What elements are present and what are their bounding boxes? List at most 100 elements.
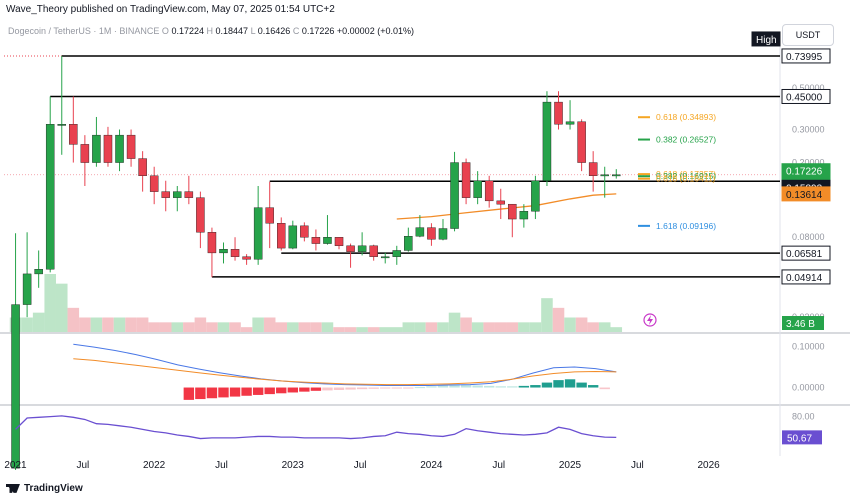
candle-body [277,223,286,249]
macd-histogram-bar [195,387,206,400]
tradingview-logo-icon [6,483,20,493]
candle-body [288,225,298,249]
price-tag-label: 0.04914 [786,273,823,284]
fib-level-label: 0.618 (0.16411) [656,174,716,184]
macd-histogram-bar [426,386,437,388]
x-tick-label: Jul [215,460,228,471]
publish-info: Wave_Theory published on TradingView.com… [6,4,335,15]
candle-body [57,124,67,126]
volume-bar [252,317,264,332]
macd-histogram-bar [391,387,402,389]
candle-body [207,232,217,254]
x-tick-label: Jul [631,460,644,471]
volume-bar [367,327,380,332]
candle-body [92,134,101,163]
tradingview-logo: TradingView [6,483,83,494]
price-tag [781,88,831,104]
macd-histogram-bar [449,384,460,388]
candle-body [427,227,436,240]
macd-histogram-bar [252,387,264,395]
volume-bar [518,322,530,332]
close-label: C [292,26,300,36]
macd-histogram-bar [183,387,195,400]
volume-bar [575,317,588,332]
volume-bar [437,322,449,332]
candle-body [380,256,390,259]
macd-histogram-bar [576,382,587,388]
volume-bar [391,327,403,332]
macd-histogram-bar [310,387,322,391]
macd-histogram-bar [553,380,564,388]
candle-body [103,134,113,163]
macd-histogram-bar [206,387,218,399]
symbol-legend: Dogecoin / TetherUS · 1M · BINANCE O 0.1… [8,26,414,36]
candle-body [265,207,274,224]
macd-signal-line [73,358,617,386]
y-tick-label: 0.50000 [792,83,825,93]
high-value: 0.18447 [215,26,249,36]
candle-body [438,228,448,240]
volume-bar [32,312,45,332]
macd-histogram-bar [229,387,241,397]
macd-histogram-bar [564,379,576,388]
candle-body [45,124,55,270]
lightning-icon [643,313,657,327]
macd-histogram-bar [218,387,229,398]
candle-body [484,180,494,202]
open-label: O [161,26,169,36]
volume-bar [148,322,160,332]
candle-body [219,249,228,254]
y-tick-label: 0.08000 [792,232,825,242]
candle-body [69,124,78,145]
fib-level-label: 0.618 (0.34893) [656,112,716,122]
price-tag [751,31,781,47]
candle-body [11,304,20,469]
x-tick-label: 2026 [697,460,720,471]
macd-histogram-bar [587,385,599,388]
x-tick-label: 2025 [559,460,582,471]
macd-histogram-bar [483,385,495,388]
volume-bar [21,317,33,332]
macd-histogram-bar [460,385,472,388]
price-tag [781,269,831,285]
volume-bar [102,317,114,332]
volume-bar [159,322,172,332]
price-tag-label: 0.06581 [786,249,823,260]
candle-body [253,207,263,260]
candle-body [554,101,563,125]
candle-body [577,121,586,163]
volume-bar [240,327,253,332]
candle-body [600,174,609,177]
rsi-line [15,415,617,440]
rsi-y-tick-label: 80.00 [792,412,815,422]
volume-bar [610,327,623,332]
volume-bar [460,317,472,332]
symbol-name: Dogecoin / TetherUS · 1M · BINANCE [8,26,160,36]
candle-body [369,245,378,257]
candle-body [415,227,425,237]
candle-body [542,101,552,181]
candle-body [346,245,355,252]
volume-bar [67,307,80,332]
volume-bar [483,322,495,332]
currency-button[interactable]: USDT [782,24,834,46]
macd-histogram-bar [530,385,541,388]
candle-body [519,211,529,220]
candle-body [404,236,413,251]
change-value: +0.00002 (+0.01%) [336,26,414,36]
candle-body [149,175,159,192]
volume-tag-label: 3.46 B [786,319,815,330]
candle-body [461,162,471,198]
volume-bar [344,327,357,332]
candle-body [565,121,575,125]
candle-body [34,269,43,275]
candle-body [22,273,32,305]
volume-bar [263,317,276,332]
y-tick-label: 0.20000 [792,158,825,168]
volume-bar [44,274,56,332]
macd-histogram-bar [403,387,414,389]
volume-bar [194,317,207,332]
macd-histogram-bar [299,387,310,392]
high-label: H [206,26,214,36]
